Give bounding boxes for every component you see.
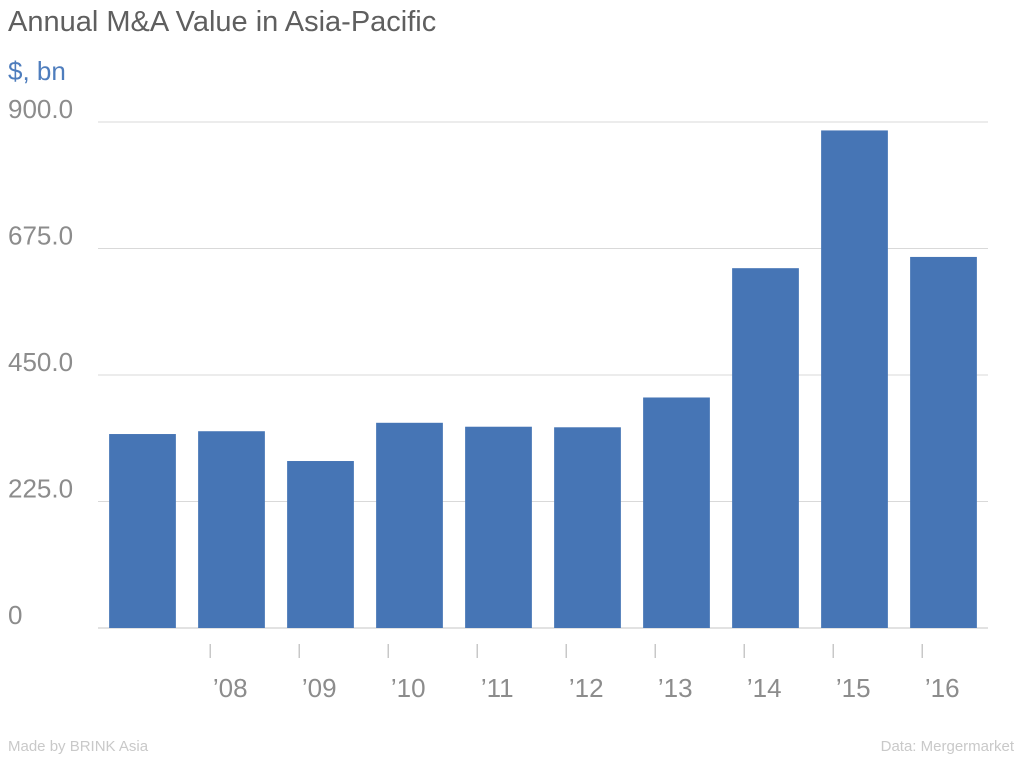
y-tick-label: 900.0 [8, 94, 73, 124]
x-tick-label: ’09 [302, 673, 337, 703]
x-tick-label: ’10 [391, 673, 426, 703]
bar [554, 427, 621, 628]
y-tick-label: 225.0 [8, 474, 73, 504]
y-axis-ticks: 0 225.0 450.0 675.0 900.0 [8, 94, 73, 630]
x-tick-label: ’12 [569, 673, 604, 703]
footer-source: Data: Mergermarket [880, 738, 1014, 755]
bar [465, 426, 532, 628]
y-tick-label: 450.0 [8, 347, 73, 377]
bar [198, 431, 265, 628]
x-tick-label: ’16 [925, 673, 960, 703]
bars [109, 130, 977, 628]
chart-subtitle: $, bn [8, 56, 66, 86]
bar [109, 434, 176, 628]
y-tick-label: 675.0 [8, 221, 73, 251]
bar [910, 256, 977, 628]
chart-title: Annual M&A Value in Asia-Pacific [8, 6, 437, 38]
x-tick-label: ’08 [213, 673, 248, 703]
x-tick-label: ’15 [836, 673, 871, 703]
bar [821, 130, 888, 628]
x-tick-label: ’14 [747, 673, 782, 703]
y-tick-label: 0 [8, 600, 22, 630]
bar [732, 268, 799, 628]
bar [643, 397, 710, 628]
footer-credit: Made by BRINK Asia [8, 738, 149, 755]
x-tick-label: ’11 [481, 673, 514, 703]
bar [376, 422, 443, 628]
x-tick-label: ’13 [658, 673, 693, 703]
bar [287, 461, 354, 628]
x-axis-ticks: ’08 ’09 ’10 ’11 ’12 ’13 ’14 ’15 ’16 [209, 644, 960, 703]
